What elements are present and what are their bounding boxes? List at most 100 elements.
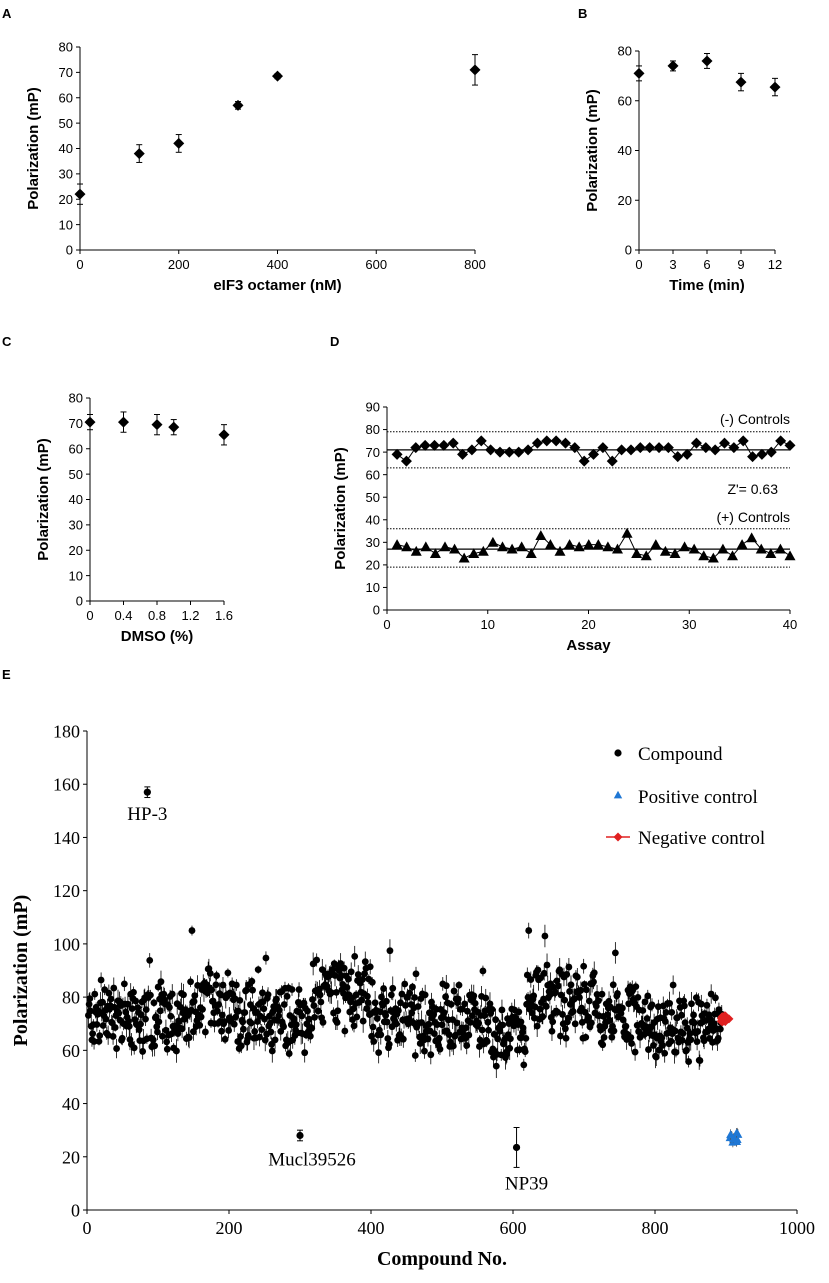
compound-point — [549, 1018, 557, 1026]
compound-point — [669, 981, 677, 989]
data-point — [457, 448, 469, 460]
compound-point — [634, 993, 642, 1001]
compound-point — [648, 1001, 656, 1009]
compound-point — [399, 1035, 407, 1043]
compound-point — [309, 996, 316, 1003]
compound-point — [384, 1035, 392, 1042]
compound-point — [453, 1019, 461, 1027]
compound-point — [690, 1019, 698, 1027]
compound-point — [609, 981, 617, 989]
data-point — [487, 536, 499, 547]
compound-point — [685, 1058, 693, 1065]
compound-point — [197, 1013, 205, 1021]
data-point — [458, 552, 470, 563]
compound-point — [232, 981, 240, 989]
compound-point — [435, 1034, 443, 1042]
compound-point — [350, 1022, 358, 1030]
compound-point — [275, 1012, 283, 1020]
compound-point — [577, 986, 585, 994]
compound-point — [614, 990, 621, 997]
compound-point — [484, 1018, 492, 1026]
y-tick-label: 60 — [618, 93, 632, 108]
data-point — [550, 435, 562, 447]
y-tick-label: 90 — [366, 400, 380, 415]
compound-point — [328, 989, 335, 997]
data-point — [391, 539, 403, 549]
compound-point — [483, 1038, 491, 1046]
compound-point — [363, 992, 371, 1000]
x-tick-label: 1000 — [779, 1218, 815, 1238]
y-tick-label: 180 — [53, 721, 80, 741]
x-tick-label: 800 — [464, 257, 486, 272]
compound-point — [581, 1008, 589, 1016]
compound-point — [128, 1005, 136, 1013]
y-tick-label: 20 — [618, 193, 632, 208]
data-point — [272, 70, 283, 82]
compound-point — [258, 1026, 266, 1034]
compound-point — [694, 1028, 702, 1035]
compound-point — [301, 1049, 309, 1057]
x-axis-title: Assay — [566, 637, 611, 654]
compound-point — [430, 1030, 438, 1038]
data-point — [535, 530, 547, 540]
x-tick-label: 800 — [642, 1218, 669, 1238]
compound-point — [392, 1020, 400, 1028]
data-point — [583, 539, 595, 549]
compound-point — [241, 1009, 249, 1016]
compound-point — [364, 999, 372, 1006]
compound-point — [105, 989, 113, 997]
compound-point — [310, 1002, 318, 1009]
compound-point — [217, 991, 225, 999]
compound-point — [249, 986, 256, 994]
compound-point — [147, 991, 154, 999]
data-point — [688, 543, 700, 554]
compound-point — [340, 964, 348, 972]
data-point — [775, 435, 787, 447]
compound-point — [317, 998, 325, 1006]
x-tick-label: 600 — [500, 1218, 527, 1238]
compound-point — [595, 997, 602, 1005]
compound-point — [386, 947, 394, 955]
panel-label-A: A — [2, 6, 12, 21]
data-point — [634, 442, 646, 454]
compound-point — [358, 996, 366, 1004]
data-point — [447, 437, 459, 449]
data-point — [662, 442, 674, 454]
compound-point — [237, 1033, 244, 1040]
panel-label-B: B — [578, 6, 587, 21]
data-point — [151, 419, 163, 431]
compound-point — [688, 1000, 695, 1008]
y-tick-label: 40 — [69, 492, 83, 507]
compound-point — [244, 1032, 252, 1039]
data-point — [784, 439, 796, 451]
y-tick-label: 60 — [59, 90, 73, 105]
compound-point — [557, 1032, 564, 1040]
compound-point — [494, 1035, 502, 1043]
compound-point — [187, 978, 194, 986]
compound-point — [96, 1032, 104, 1040]
compound-point — [337, 972, 345, 979]
compound-point — [295, 986, 303, 993]
y-tick-label: 80 — [62, 988, 80, 1008]
compound-point — [506, 1044, 514, 1052]
compound-point — [125, 1017, 132, 1025]
compound-point — [236, 996, 244, 1004]
y-tick-label: 10 — [366, 580, 380, 595]
compound-point — [454, 995, 462, 1003]
compound-point — [334, 1007, 342, 1015]
data-point — [669, 548, 681, 559]
data-point — [469, 64, 481, 76]
data-point — [774, 543, 786, 554]
compound-point — [261, 1015, 268, 1023]
compound-point — [598, 990, 606, 998]
compound-point — [463, 1042, 471, 1049]
compound-point — [215, 1001, 223, 1008]
compound-point — [168, 990, 176, 998]
data-point — [485, 444, 497, 456]
outlier-point — [512, 1143, 521, 1152]
data-point — [640, 550, 652, 561]
x-tick-label: 30 — [682, 617, 696, 632]
positive-control-point — [731, 1128, 741, 1137]
x-tick-label: 200 — [216, 1218, 243, 1238]
compound-point — [232, 1013, 240, 1021]
